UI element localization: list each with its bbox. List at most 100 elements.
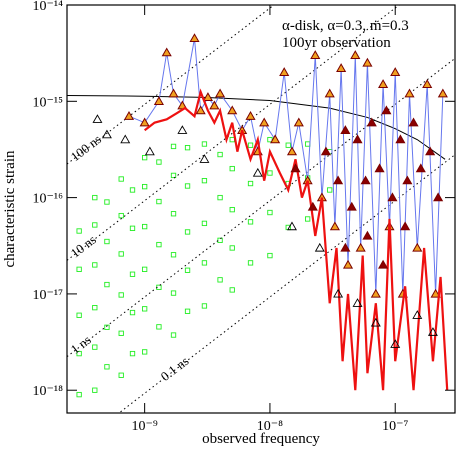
- triangle-marker: [329, 221, 340, 231]
- triangle-marker: [378, 79, 389, 88]
- point: [142, 154, 148, 161]
- triangle-marker: [350, 50, 361, 60]
- point: [156, 324, 162, 330]
- triangle-marker: [408, 117, 419, 127]
- triangle-marker: [437, 88, 448, 98]
- point: [170, 332, 177, 338]
- triangle-marker: [144, 146, 155, 156]
- triangle-marker: [202, 92, 214, 101]
- y-tick-label: 10⁻¹⁴: [33, 0, 64, 14]
- y-tick-label: 10⁻¹⁶: [33, 192, 64, 207]
- frame: [66, 4, 456, 414]
- point: [129, 187, 136, 193]
- point: [327, 187, 333, 193]
- y-tick-label: 10⁻¹⁷: [33, 288, 64, 303]
- triangle-marker: [381, 105, 392, 115]
- point: [92, 262, 98, 268]
- point: [76, 350, 82, 357]
- point: [170, 211, 177, 217]
- point: [118, 372, 124, 378]
- triangle-marker: [352, 134, 363, 144]
- point: [267, 209, 273, 216]
- triangle-marker: [189, 33, 200, 43]
- triangle-marker: [310, 50, 321, 60]
- point: [201, 260, 208, 266]
- triangle-marker: [324, 88, 335, 98]
- x-tick-label: 10⁻⁸: [257, 419, 283, 434]
- triangle-marker: [195, 105, 206, 115]
- point: [305, 216, 311, 222]
- point: [217, 151, 223, 158]
- triangle-marker: [387, 192, 398, 202]
- triangle-marker: [352, 298, 363, 307]
- triangle-marker: [286, 146, 298, 156]
- triangle-marker: [360, 175, 371, 185]
- triangle-marker: [395, 134, 406, 144]
- triangle-marker: [252, 167, 263, 177]
- triangle-marker: [362, 230, 373, 240]
- triangle-marker: [177, 125, 188, 134]
- point: [267, 170, 273, 176]
- point: [184, 145, 191, 151]
- point: [184, 267, 191, 273]
- triangle-marker: [314, 242, 325, 252]
- triangle-marker: [342, 259, 354, 269]
- point: [142, 349, 148, 355]
- point: [92, 387, 98, 393]
- triangle-marker: [346, 201, 357, 211]
- point: [184, 183, 191, 189]
- point: [92, 344, 98, 350]
- triangle-marker: [355, 242, 366, 252]
- triangle-marker: [279, 67, 290, 76]
- triangle-marker: [370, 288, 381, 298]
- point: [156, 159, 162, 165]
- triangle-marker: [227, 105, 238, 115]
- triangle-marker: [336, 63, 347, 72]
- triangle-marker: [245, 111, 256, 120]
- triangle-marker: [430, 288, 441, 298]
- triangle-marker: [340, 242, 351, 252]
- reference-line: [67, 5, 275, 165]
- data-line: [67, 94, 446, 160]
- point: [76, 228, 82, 234]
- triangle-marker: [427, 327, 438, 336]
- y-tick-label: 10⁻¹⁵: [33, 95, 64, 110]
- point: [201, 178, 208, 184]
- point: [201, 220, 208, 227]
- point: [76, 391, 82, 398]
- point: [285, 142, 291, 148]
- point: [104, 238, 110, 245]
- point: [104, 364, 110, 370]
- point: [217, 194, 223, 201]
- point: [76, 266, 82, 272]
- data-line: [143, 88, 449, 391]
- point: [247, 142, 254, 148]
- triangle-marker: [168, 88, 179, 98]
- triangle-marker: [370, 317, 381, 327]
- point: [118, 176, 124, 182]
- reference-line: [67, 5, 401, 261]
- point: [170, 143, 177, 150]
- point: [118, 292, 124, 298]
- plot-area: [67, 5, 455, 413]
- reference-line: [118, 154, 455, 413]
- triangle-marker: [390, 339, 401, 348]
- reference-line: [67, 57, 455, 358]
- point: [229, 287, 235, 293]
- triangle-marker: [340, 125, 351, 134]
- point: [229, 245, 235, 251]
- triangle-marker: [293, 117, 304, 127]
- triangle-marker: [412, 242, 423, 252]
- triangle-marker: [415, 163, 426, 173]
- y-tick-label: 10⁻¹⁸: [33, 384, 64, 399]
- point: [129, 271, 136, 277]
- point: [129, 350, 136, 357]
- triangle-marker: [101, 129, 112, 139]
- point: [267, 136, 273, 143]
- triangle-marker: [412, 310, 423, 319]
- point: [129, 225, 136, 231]
- triangle-marker: [333, 175, 344, 185]
- triangle-marker: [374, 163, 385, 173]
- point: [229, 165, 235, 172]
- point: [104, 281, 110, 288]
